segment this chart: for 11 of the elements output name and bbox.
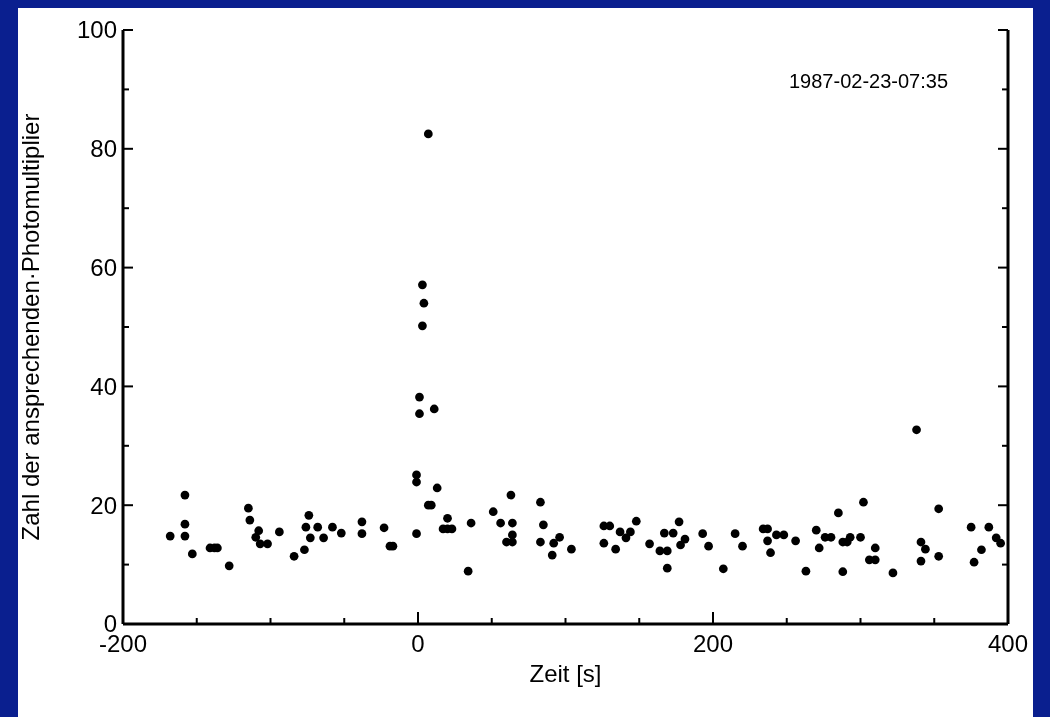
y-axis-title: Zahl der ansprechenden·Photomultiplier [17, 113, 44, 541]
y-tick-label: 20 [90, 491, 117, 519]
y-tick-label: 80 [90, 135, 117, 163]
y-tick-label: 60 [90, 254, 117, 281]
y-tick-label: 40 [90, 372, 117, 400]
annotation: 1987-02-23-07:35 [788, 70, 948, 92]
y-tick-label: 100 [76, 16, 117, 44]
x-tick-label: 400 [987, 630, 1029, 657]
x-axis-title: Zeit [s] [529, 660, 602, 687]
x-tick-label: 0 [411, 630, 425, 657]
x-tick-label: 200 [692, 630, 734, 657]
